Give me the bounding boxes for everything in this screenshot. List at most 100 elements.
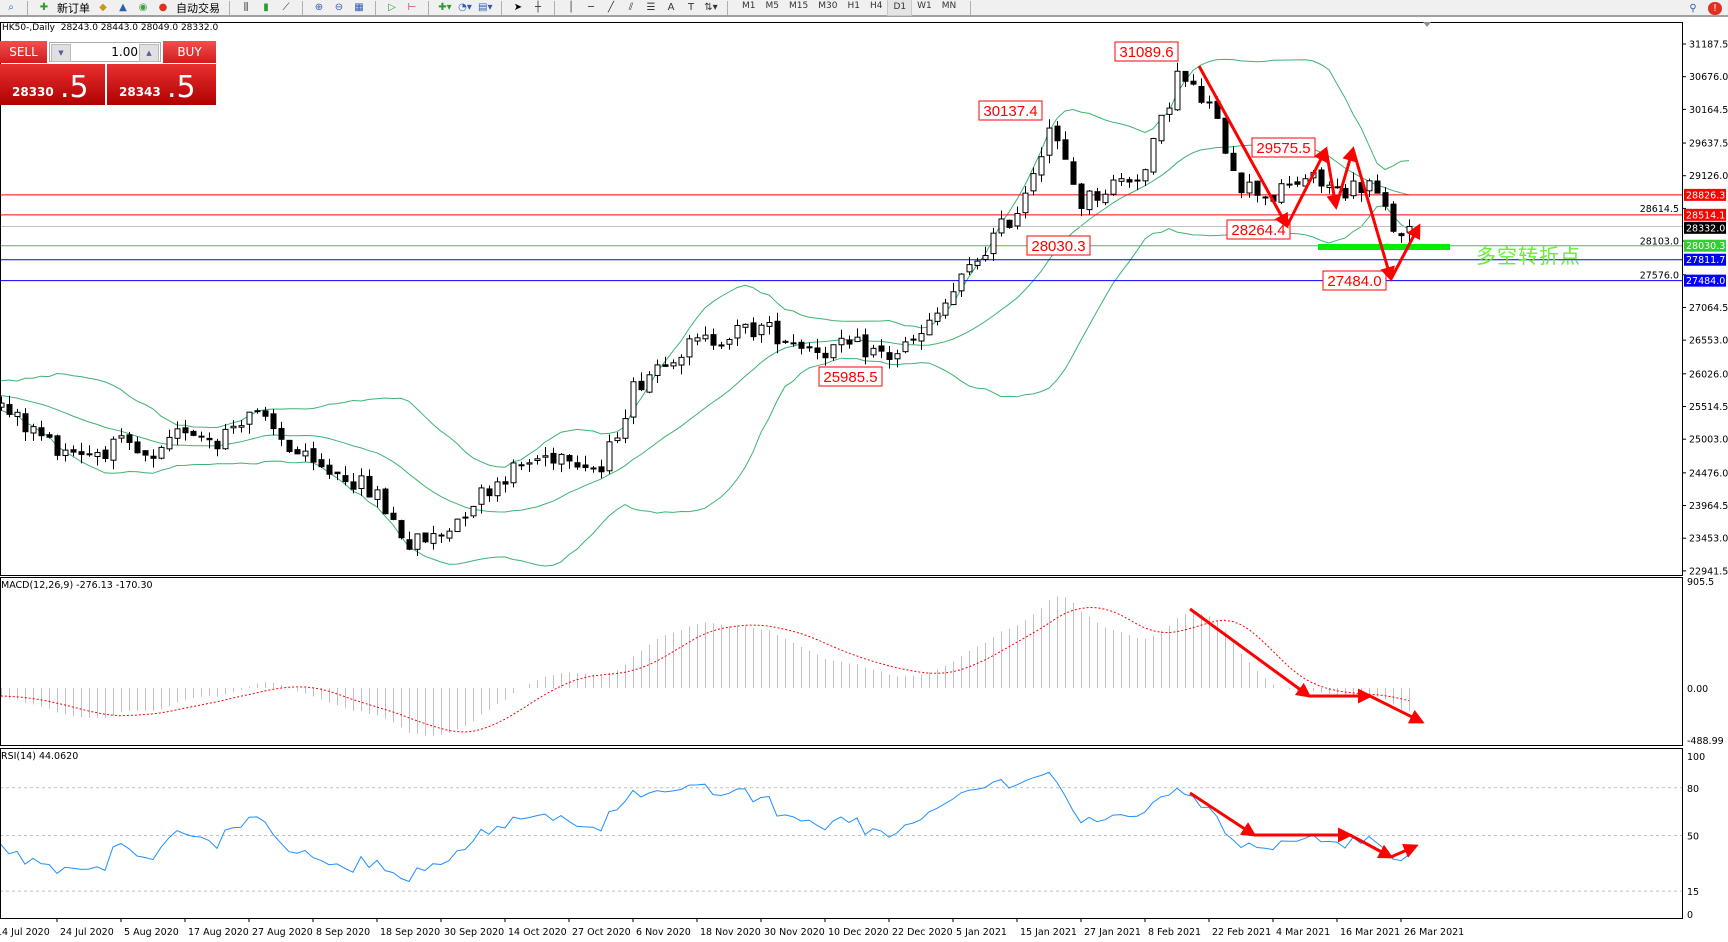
bearish-candle-body	[262, 410, 269, 417]
buy-price-button[interactable]: 28343 .5	[107, 64, 216, 105]
trendline-icon[interactable]: ╱	[607, 2, 615, 13]
new-order-icon[interactable]: ✚	[39, 2, 49, 13]
text-label-icon[interactable]: T	[687, 2, 695, 13]
price-tick-label: 30676.0	[1689, 72, 1728, 83]
tile-windows-icon[interactable]: ▦	[354, 2, 364, 13]
fibonacci-icon[interactable]: ☰	[646, 2, 656, 13]
timeframe-bar: M1 M5 M15 M30 H1 H4 D1 W1 MN	[737, 0, 961, 16]
bearish-candle-body	[142, 450, 149, 456]
notification-icon[interactable]: !	[1708, 1, 1722, 15]
templates-icon[interactable]: ▤▾	[478, 2, 493, 13]
candle	[502, 476, 509, 493]
candle	[838, 329, 845, 353]
bearish-candle-body	[1198, 85, 1205, 103]
candle	[830, 344, 837, 361]
bullish-candle-body	[726, 339, 733, 345]
candle	[638, 372, 645, 392]
zoom-in-icon[interactable]: ⊕	[314, 2, 324, 13]
quantity-stepper[interactable]: ▼ 1.00 ▲	[49, 42, 161, 62]
candle	[142, 450, 149, 462]
horizontal-line-icon[interactable]: ─	[587, 2, 595, 13]
timeframe-d1[interactable]: D1	[887, 0, 913, 16]
annotation-box	[1226, 219, 1291, 240]
zoom-icon[interactable]: ⌕	[8, 2, 14, 13]
quantity-input[interactable]: 1.00	[111, 45, 138, 59]
bullish-candle-body	[702, 334, 709, 340]
timeframe-m1[interactable]: M1	[742, 1, 756, 11]
annotation-box	[1114, 41, 1179, 62]
navigator-icon[interactable]: ▲	[119, 2, 127, 13]
timeframe-m30[interactable]: M30	[818, 1, 838, 11]
timeframe-m15[interactable]: M15	[789, 1, 809, 11]
candle	[1390, 201, 1397, 233]
bearish-candle-body	[102, 449, 109, 460]
equidistant-channel-icon[interactable]: ⫽	[628, 2, 634, 13]
timeframe-h4[interactable]: H4	[869, 1, 883, 11]
rsi-tick-label: 15	[1687, 887, 1699, 898]
date-tick-label: 18 Nov 2020	[700, 927, 761, 938]
bullish-candle-body	[838, 337, 845, 346]
arrows-icon[interactable]: ⇅▾	[704, 2, 718, 13]
search-icon[interactable]: ⚲	[1689, 2, 1697, 14]
timeframe-w1[interactable]: W1	[917, 1, 932, 11]
annotation-box	[978, 100, 1043, 121]
zoom-out-icon[interactable]: ⊖	[334, 2, 344, 13]
candle	[486, 485, 493, 502]
metaeditor-icon[interactable]: ◆	[99, 2, 107, 13]
signal-icon[interactable]: ◉	[138, 2, 148, 13]
indicators-icon[interactable]: ✚▾	[438, 2, 452, 13]
sell-price-button[interactable]: 28330 .5	[0, 64, 105, 105]
toolbar-separator	[727, 0, 728, 15]
periods-icon[interactable]: ◔▾	[458, 2, 472, 13]
price-badge	[1684, 253, 1726, 266]
cursor-icon[interactable]: ➤	[513, 2, 523, 13]
price-annotation: 31089.6	[1114, 41, 1179, 62]
bearish-candle-body	[1238, 172, 1245, 194]
candle	[302, 443, 309, 462]
bullish-candle-body	[782, 340, 789, 343]
buy-button[interactable]: BUY	[163, 41, 216, 63]
bullish-candle-body	[1102, 193, 1109, 204]
candle	[318, 453, 325, 468]
bullish-candle-body	[1118, 178, 1125, 182]
text-icon[interactable]: A	[667, 2, 675, 13]
auto-trading-icon[interactable]: ●	[158, 2, 168, 13]
line-chart-icon[interactable]: ⟋	[282, 2, 290, 13]
bullish-candle-body	[374, 489, 381, 500]
timeframe-m5[interactable]: M5	[765, 1, 780, 11]
date-tick-label: 16 Mar 2021	[1340, 927, 1400, 938]
candle	[862, 328, 869, 365]
price-tick-label: 22941.5	[1689, 566, 1728, 577]
annotation-text: 25985.5	[823, 369, 877, 386]
bar-chart-icon[interactable]: ⫼	[243, 2, 249, 13]
candle	[1166, 102, 1173, 122]
bearish-candle-body	[1318, 169, 1325, 187]
candle	[726, 337, 733, 350]
timeframe-mn[interactable]: MN	[941, 1, 957, 11]
new-order-button[interactable]: 新订单	[57, 1, 90, 15]
vertical-line-icon[interactable]: │	[567, 2, 575, 13]
candlestick-icon[interactable]: ▮	[263, 2, 269, 13]
toolbar-separator	[302, 0, 303, 15]
annotation-text: 28030.3	[1031, 238, 1085, 255]
bullish-candle-body	[622, 418, 629, 439]
sell-button[interactable]: SELL	[0, 41, 47, 63]
annotation-text: 28264.4	[1231, 222, 1285, 239]
decrease-icon[interactable]: ▼	[51, 44, 71, 62]
chart-shift-icon[interactable]: ⊢	[407, 2, 417, 13]
bull-bear-turning-point-note: 多空转折点	[1476, 244, 1581, 268]
bearish-candle-body	[582, 464, 589, 469]
increase-icon[interactable]: ▲	[139, 44, 159, 62]
buy-price-main: 28343	[119, 85, 161, 99]
candle	[1206, 95, 1213, 109]
candle	[598, 459, 605, 479]
autoscroll-icon[interactable]: ▷	[388, 2, 396, 13]
bullish-candle-body	[1, 402, 5, 408]
bearish-candle-body	[406, 539, 413, 550]
buy-price-fraction: .5	[167, 70, 196, 105]
auto-trading-button[interactable]: 自动交易	[176, 1, 220, 15]
crosshair-icon[interactable]: ┼	[534, 2, 542, 13]
bearish-candle-body	[318, 459, 325, 468]
timeframe-h1[interactable]: H1	[847, 1, 860, 11]
